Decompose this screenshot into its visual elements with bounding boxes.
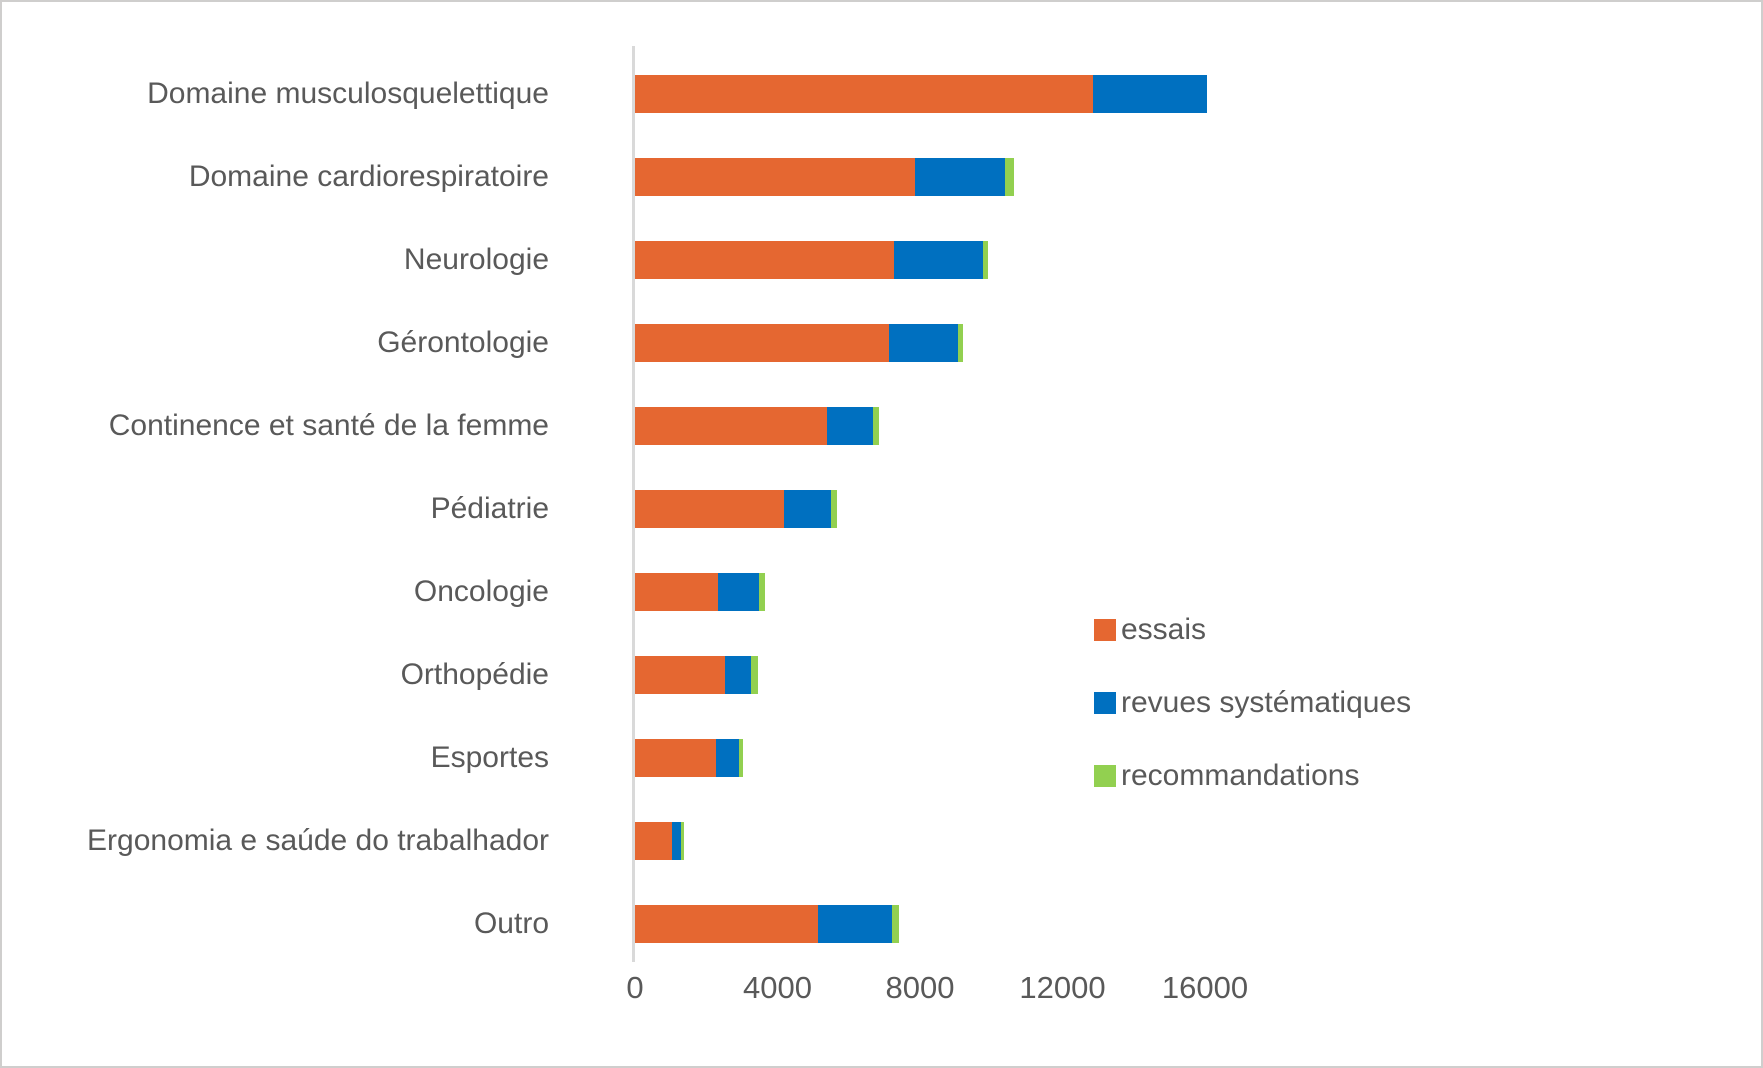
bar-segment-revues-systématiques	[827, 406, 874, 445]
category-label: Neurologie	[403, 243, 549, 276]
legend-label: essais	[1121, 612, 1207, 646]
bar-segment-essais	[635, 821, 673, 860]
bar-segment-essais	[635, 240, 895, 279]
bar-segment-recommandations	[680, 821, 684, 860]
bar-segment-revues-systématiques	[672, 821, 681, 860]
category-label: Ergonomia e saúde do trabalhador	[87, 824, 549, 857]
bar-segment-essais	[635, 406, 828, 445]
legend-swatch-icon	[1094, 764, 1116, 787]
category-label: Pédiatrie	[430, 492, 549, 525]
x-tick-label: 0	[626, 970, 644, 1005]
x-axis-tick-labels: 0 4000 8000 12000 16000	[2, 970, 1761, 1010]
bar-segment-recommandations	[891, 904, 899, 943]
chart-row: Continence et santé de la femme	[2, 384, 1761, 467]
bar-segment-revues-systématiques	[818, 904, 892, 943]
bar-segment-recommandations	[1005, 157, 1015, 196]
legend-item-essais: essais	[1094, 612, 1411, 646]
chart-row: Gérontologie	[2, 301, 1761, 384]
bar-segment-revues-systématiques	[889, 323, 959, 362]
bar-segment-revues-systématiques	[1092, 74, 1207, 113]
bar-segment-revues-systématiques	[915, 157, 1006, 196]
x-tick-label: 12000	[1019, 970, 1106, 1005]
chart-row: Orthopédie	[2, 633, 1761, 716]
bar-segment-recommandations	[830, 489, 837, 528]
bar-track	[635, 904, 899, 943]
chart-row: Outro	[2, 882, 1761, 965]
x-tick-label: 4000	[743, 970, 812, 1005]
legend-label: revues systématiques	[1121, 685, 1412, 719]
bar-track	[635, 240, 989, 279]
bar-track	[635, 323, 964, 362]
chart-row: Oncologie	[2, 550, 1761, 633]
bar-segment-recommandations	[758, 572, 765, 611]
category-label: Domaine musculosquelettique	[147, 77, 549, 110]
bar-segment-recommandations	[873, 406, 880, 445]
chart-row: Pédiatrie	[2, 467, 1761, 550]
bar-segment-recommandations	[983, 240, 989, 279]
bar-segment-revues-systématiques	[783, 489, 831, 528]
bar-segment-essais	[635, 655, 725, 694]
bar-segment-revues-systématiques	[894, 240, 984, 279]
category-label: Outro	[473, 907, 549, 940]
y-axis-line	[632, 46, 635, 962]
category-label: Oncologie	[413, 575, 549, 608]
category-label: Gérontologie	[377, 326, 549, 359]
bar-track	[635, 157, 1015, 196]
category-label: Esportes	[430, 741, 549, 774]
chart-row: Domaine cardiorespiratoire	[2, 135, 1761, 218]
chart-row: Ergonomia e saúde do trabalhador	[2, 799, 1761, 882]
bar-segment-essais	[635, 904, 819, 943]
legend-item-recommandations: recommandations	[1094, 758, 1411, 792]
bar-segment-revues-systématiques	[717, 572, 759, 611]
legend-item-revues-systématiques: revues systématiques	[1094, 685, 1412, 719]
chart-row: Esportes	[2, 716, 1761, 799]
x-tick-label: 8000	[885, 970, 955, 1005]
bar-track	[635, 738, 743, 777]
bar-segment-essais	[635, 572, 718, 611]
bar-segment-essais	[635, 489, 784, 528]
category-label: Domaine cardiorespiratoire	[188, 160, 549, 193]
legend: essais revues systématiques recommandation…	[1094, 612, 1412, 833]
legend-swatch-icon	[1094, 691, 1116, 714]
category-label: Continence et santé de la femme	[108, 409, 549, 442]
legend-swatch-icon	[1094, 618, 1116, 641]
bar-segment-revues-systématiques	[715, 738, 739, 777]
bar-segment-revues-systématiques	[724, 655, 751, 694]
bar-track	[635, 74, 1207, 113]
bar-track	[635, 572, 765, 611]
bar-rows: Domaine musculosquelettique Domaine cardi…	[2, 52, 1761, 965]
bar-segment-recommandations	[738, 738, 743, 777]
category-label: Orthopédie	[400, 658, 549, 691]
chart-row: Domaine musculosquelettique	[2, 52, 1761, 135]
bar-track	[635, 655, 758, 694]
legend-label: recommandations	[1121, 758, 1360, 792]
bar-segment-essais	[635, 323, 890, 362]
bar-track	[635, 821, 684, 860]
bar-segment-essais	[635, 738, 716, 777]
bar-segment-essais	[635, 157, 916, 196]
bar-segment-recommandations	[958, 323, 964, 362]
bar-segment-recommandations	[750, 655, 758, 694]
chart-row: Neurologie	[2, 218, 1761, 301]
bar-track	[635, 489, 837, 528]
x-tick-label: 16000	[1161, 970, 1249, 1005]
bar-segment-essais	[635, 74, 1093, 113]
bar-track	[635, 406, 880, 445]
